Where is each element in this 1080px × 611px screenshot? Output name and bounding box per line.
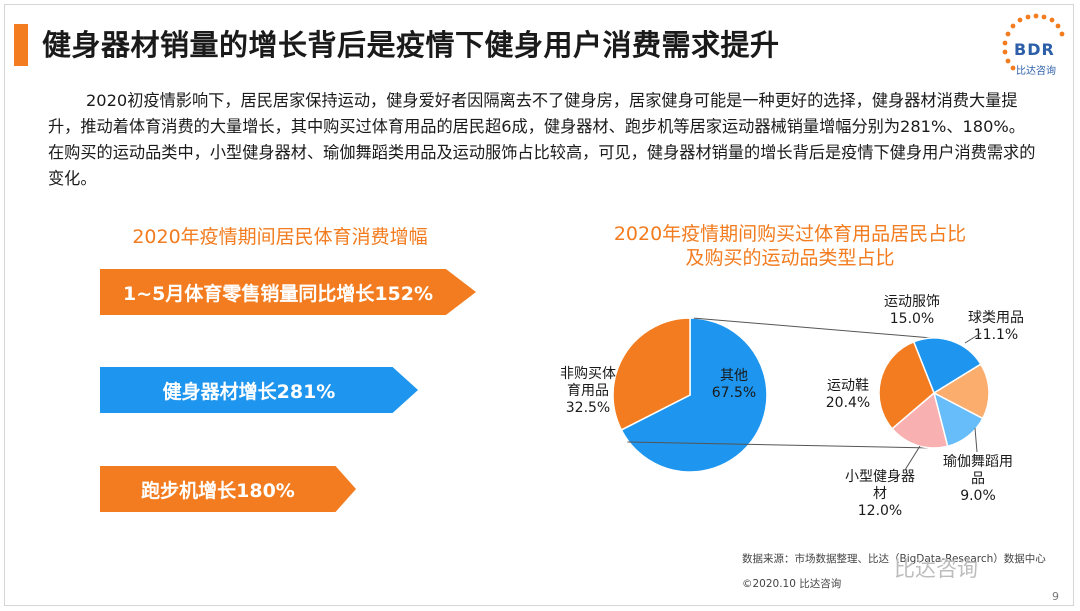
left-section-title: 2020年疫情期间居民体育消费增幅 — [132, 226, 428, 248]
chart-title-line-1: 2020年疫情期间购买过体育用品居民占比 — [613, 223, 967, 245]
retail-growth-arrow: 1~5月体育零售销量同比增长152% — [100, 269, 476, 315]
connector-line-bottom — [627, 441, 933, 449]
leader-line-yoga — [974, 427, 978, 453]
logo-subtext: 比达咨询 — [1016, 66, 1056, 77]
leader-line-small-equipment — [904, 445, 921, 471]
sub-pie-label-apparel: 运动服饰 15.0% — [884, 294, 940, 327]
intro-paragraph: 2020初疫情影响下，居民居家保持运动，健身爱好者因隔离去不了健身房，居家健身可… — [48, 91, 1036, 188]
leader-line-ball — [964, 332, 982, 344]
sub-pie-label-ball: 球类用品 11.1% — [968, 310, 1024, 343]
chart-title: 2020年疫情期间购买过体育用品居民占比 及购买的运动品类型占比 — [560, 222, 1020, 270]
bdr-logo-icon — [1002, 13, 1065, 71]
main-pie-slice-0 — [620, 317, 768, 473]
sub-pie-slice-1 — [932, 363, 990, 420]
main-pie-label-non-buyer: 非购买体育用品 32.5% — [560, 366, 616, 416]
page-number: 9 — [1052, 590, 1059, 603]
sub-pie-slice-4 — [878, 340, 935, 430]
treadmill-growth-arrow: 跑步机增长180% — [100, 466, 356, 512]
treadmill-growth-label: 跑步机增长180% — [141, 479, 295, 502]
title-accent-bar — [14, 24, 28, 66]
sub-pie-label-small-equipment: 小型健身器材 12.0% — [845, 469, 915, 519]
fitness-equipment-growth-label: 健身器材增长281% — [162, 380, 336, 403]
page-title: 健身器材销量的增长背后是疫情下健身用户消费需求提升 — [42, 28, 780, 62]
sub-pie-slice-0 — [912, 337, 982, 395]
main-pie-slice-1 — [612, 317, 691, 431]
sub-pie-label-yoga: 瑜伽舞蹈用品 9.0% — [943, 454, 1013, 504]
main-pie-label-other: 其他 67.5% — [712, 368, 756, 401]
fitness-equipment-growth-arrow: 健身器材增长281% — [100, 367, 418, 413]
sub-pie-label-shoes: 运动鞋 20.4% — [826, 378, 870, 411]
connector-line-top — [693, 317, 933, 339]
sub-pie-slice-3 — [891, 391, 949, 449]
chart-title-line-2: 及购买的运动品类型占比 — [685, 247, 895, 269]
watermark: 比达咨询 — [894, 557, 978, 581]
logo-text: BDR — [1014, 40, 1055, 59]
retail-growth-label: 1~5月体育零售销量同比增长152% — [122, 282, 434, 305]
copyright: ©2020.10 比达咨询 — [742, 578, 842, 590]
data-source: 数据来源：市场数据整理、比达（BigData-Research）数据中心 — [742, 553, 1046, 565]
